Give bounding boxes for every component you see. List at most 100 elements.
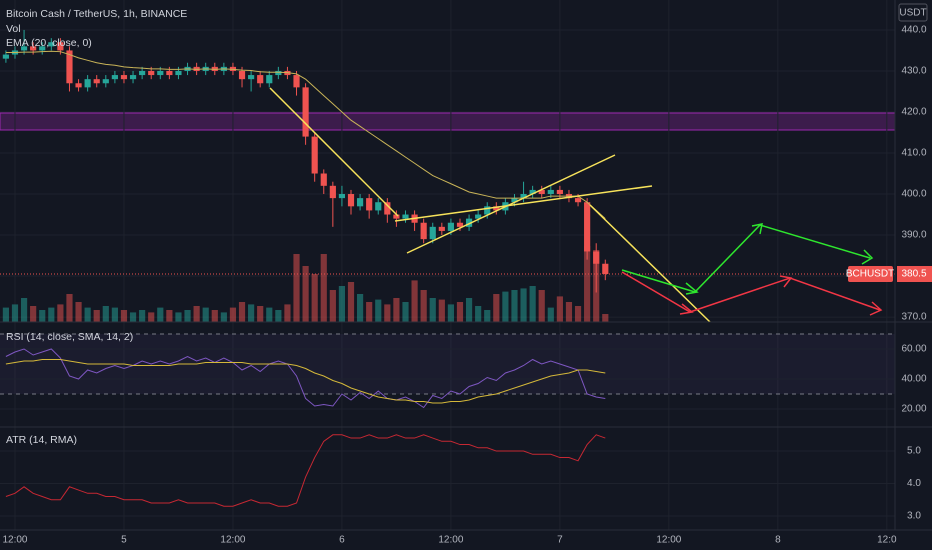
volume-bar: [30, 306, 37, 322]
volume-bar: [402, 302, 409, 322]
candle-body: [347, 194, 355, 207]
candle-body: [266, 75, 273, 84]
candle-body: [393, 214, 400, 219]
candle-body: [311, 136, 318, 174]
volume-bar: [602, 314, 609, 322]
volume-bar: [102, 306, 109, 322]
candle-body: [48, 42, 55, 47]
channel-line: [394, 185, 653, 222]
candle-body: [429, 226, 436, 240]
candle-body: [238, 70, 246, 80]
volume-bar: [329, 290, 336, 322]
candle-body: [329, 185, 336, 199]
currency-box[interactable]: [898, 3, 928, 22]
volume-bar: [384, 304, 391, 322]
candle-body: [57, 42, 64, 51]
candle-body: [493, 206, 500, 211]
y-tick-label: 4.0: [907, 478, 921, 489]
volume-bar: [475, 306, 482, 322]
volume-bar: [48, 307, 55, 322]
candle-body: [275, 70, 282, 76]
x-tick-label: 5: [121, 535, 127, 546]
volume-bar: [166, 310, 173, 322]
volume-bar: [511, 290, 518, 322]
volume-bar: [148, 312, 155, 322]
volume-bar: [456, 302, 464, 322]
volume-bar: [266, 307, 273, 322]
volume-bar: [393, 298, 400, 322]
rsi-band: [0, 334, 895, 394]
volume-bar: [275, 310, 282, 322]
volume-bar: [556, 296, 563, 322]
arrow-head: [751, 223, 763, 235]
last-price-label: 380.5: [901, 269, 926, 280]
x-tick-label: 12:00: [438, 535, 463, 546]
currency-label[interactable]: USDT: [899, 8, 926, 19]
volume-bar: [211, 310, 218, 322]
projection-arrow: [621, 271, 881, 313]
candle-body: [102, 79, 109, 84]
candle-body: [529, 189, 536, 195]
volume-bar: [311, 274, 318, 322]
candle-body: [111, 75, 118, 80]
volume-bar: [139, 310, 146, 322]
volume-bar: [302, 266, 309, 322]
candle-body: [438, 226, 445, 231]
candle-body: [129, 75, 137, 80]
candle-body: [139, 70, 146, 76]
x-tick-label: 12:00: [220, 535, 245, 546]
volume-bar: [293, 254, 300, 322]
candle-body: [320, 173, 327, 186]
x-tick-label: 7: [557, 535, 563, 546]
volume-bar: [484, 310, 491, 322]
symbol-label: BCHUSDT: [846, 269, 894, 280]
volume-bar: [157, 307, 164, 322]
volume-bar: [375, 299, 382, 322]
volume-bar: [357, 294, 364, 322]
volume-bar: [347, 282, 355, 322]
volume-bar: [584, 246, 591, 322]
candle-body: [84, 79, 91, 88]
volume-bar: [284, 304, 291, 322]
y-tick-label: 40.00: [901, 374, 926, 385]
x-tick-label: 8: [775, 535, 781, 546]
volume-legend: Vol: [6, 23, 21, 35]
arrow-head: [779, 275, 793, 288]
rsi-sma-line: [5, 359, 606, 404]
candle-body: [248, 75, 255, 80]
candle-body: [384, 202, 391, 215]
volume-bar: [66, 294, 73, 322]
volume-bar: [120, 310, 128, 322]
volume-bar: [520, 288, 527, 322]
volume-bar: [502, 291, 509, 322]
y-tick-label: 440.0: [901, 25, 926, 36]
y-tick-label: 5.0: [907, 446, 921, 457]
ema-line: [5, 50, 606, 220]
trend-line: [269, 87, 399, 217]
candle-body: [547, 189, 554, 195]
y-tick-label: 410.0: [901, 148, 926, 159]
candle-body: [420, 222, 427, 240]
y-tick-label: 400.0: [901, 189, 926, 200]
atr-line: [5, 434, 606, 507]
volume-bar: [547, 307, 554, 322]
volume-bar: [75, 302, 82, 322]
candle-body: [175, 70, 182, 76]
candle-body: [257, 75, 264, 84]
trend-line: [589, 204, 711, 323]
x-tick-label: 12:00: [656, 535, 681, 546]
volume-bar: [229, 307, 237, 322]
volume-bar: [429, 298, 436, 322]
rsi-legend: RSI (14, close, SMA, 14, 2): [6, 331, 133, 343]
volume-bar: [11, 304, 19, 322]
volume-bar: [84, 307, 91, 322]
candle-body: [556, 189, 563, 195]
candle-body: [66, 50, 73, 84]
arrow-head: [679, 303, 694, 315]
candle-body: [75, 83, 82, 88]
candle-body: [20, 46, 28, 51]
candle-body: [593, 251, 600, 264]
y-tick-label: 430.0: [901, 66, 926, 77]
volume-bar: [2, 307, 9, 322]
